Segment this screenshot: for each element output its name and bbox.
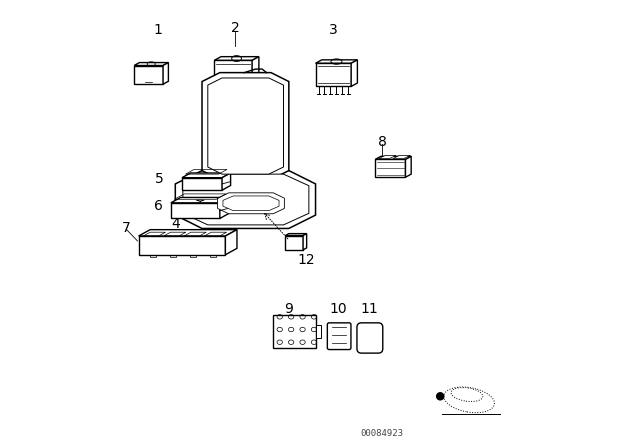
FancyBboxPatch shape <box>327 323 351 349</box>
FancyBboxPatch shape <box>357 323 383 353</box>
Polygon shape <box>202 73 289 180</box>
Polygon shape <box>223 196 279 211</box>
Polygon shape <box>208 78 284 174</box>
Text: 00084923: 00084923 <box>361 429 404 438</box>
Text: 3: 3 <box>329 23 338 37</box>
Polygon shape <box>393 155 410 159</box>
Polygon shape <box>171 198 230 203</box>
Polygon shape <box>273 315 316 349</box>
Text: 4: 4 <box>171 217 180 231</box>
Text: 1: 1 <box>153 23 162 37</box>
Polygon shape <box>375 159 406 177</box>
Polygon shape <box>214 60 252 85</box>
Text: 11: 11 <box>360 302 378 315</box>
Ellipse shape <box>444 387 495 413</box>
Polygon shape <box>218 193 284 214</box>
Text: 10: 10 <box>329 302 347 315</box>
Text: 8: 8 <box>378 135 387 149</box>
Polygon shape <box>316 325 321 338</box>
Polygon shape <box>214 56 259 60</box>
Polygon shape <box>182 178 222 190</box>
Polygon shape <box>139 236 225 255</box>
Polygon shape <box>222 173 230 190</box>
Polygon shape <box>375 156 411 159</box>
Text: 12: 12 <box>297 253 315 267</box>
Polygon shape <box>134 63 168 65</box>
Polygon shape <box>316 60 357 63</box>
Polygon shape <box>175 171 316 228</box>
Polygon shape <box>182 173 230 178</box>
Polygon shape <box>379 155 396 159</box>
Ellipse shape <box>451 388 483 401</box>
Polygon shape <box>351 60 357 86</box>
Polygon shape <box>134 65 163 84</box>
Polygon shape <box>225 230 237 255</box>
Polygon shape <box>285 233 307 236</box>
Text: 6: 6 <box>154 199 163 213</box>
Text: 9: 9 <box>284 302 293 315</box>
Text: 7: 7 <box>122 221 131 236</box>
Polygon shape <box>252 56 259 85</box>
Polygon shape <box>220 198 230 219</box>
Polygon shape <box>171 203 220 219</box>
Ellipse shape <box>436 393 444 400</box>
Polygon shape <box>163 63 168 84</box>
Text: 2: 2 <box>231 21 240 35</box>
Polygon shape <box>406 156 411 177</box>
Polygon shape <box>316 63 351 86</box>
Text: 5: 5 <box>154 172 163 186</box>
Polygon shape <box>303 233 307 250</box>
Polygon shape <box>139 230 237 236</box>
Polygon shape <box>285 236 303 250</box>
Polygon shape <box>183 174 309 225</box>
